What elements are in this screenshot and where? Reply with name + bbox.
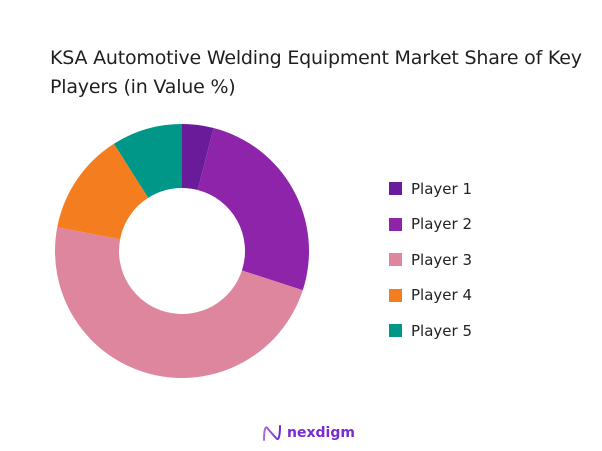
legend-swatch: [389, 182, 402, 196]
legend-label: Player 1: [411, 179, 472, 198]
legend-item-player-1: Player 1: [389, 171, 472, 207]
donut-slice-player-2: [197, 127, 309, 291]
legend-item-player-5: Player 5: [389, 313, 472, 349]
donut-slice-player-4: [57, 143, 149, 240]
legend-label: Player 3: [411, 250, 472, 269]
legend-swatch: [389, 253, 402, 267]
logo-text: nexdigm: [287, 425, 355, 441]
legend-swatch: [389, 217, 402, 231]
legend-label: Player 2: [411, 215, 472, 234]
legend-item-player-4: Player 4: [389, 278, 472, 314]
donut-slice-player-3: [54, 227, 303, 379]
donut-slice-player-1: [182, 124, 214, 190]
nexdigm-wave-icon: [263, 425, 281, 441]
legend-item-player-3: Player 3: [389, 242, 472, 278]
legend-swatch: [389, 288, 402, 302]
donut-slice-player-5: [113, 124, 182, 198]
brand-logo: nexdigm: [262, 424, 355, 442]
legend-swatch: [389, 324, 402, 338]
legend-item-player-2: Player 2: [389, 207, 472, 243]
legend-label: Player 4: [411, 286, 472, 305]
chart-title: KSA Automotive Welding Equipment Market …: [50, 47, 582, 98]
legend-label: Player 5: [411, 321, 472, 340]
chart-legend: Player 1 Player 2 Player 3 Player 4 Play…: [389, 171, 472, 349]
